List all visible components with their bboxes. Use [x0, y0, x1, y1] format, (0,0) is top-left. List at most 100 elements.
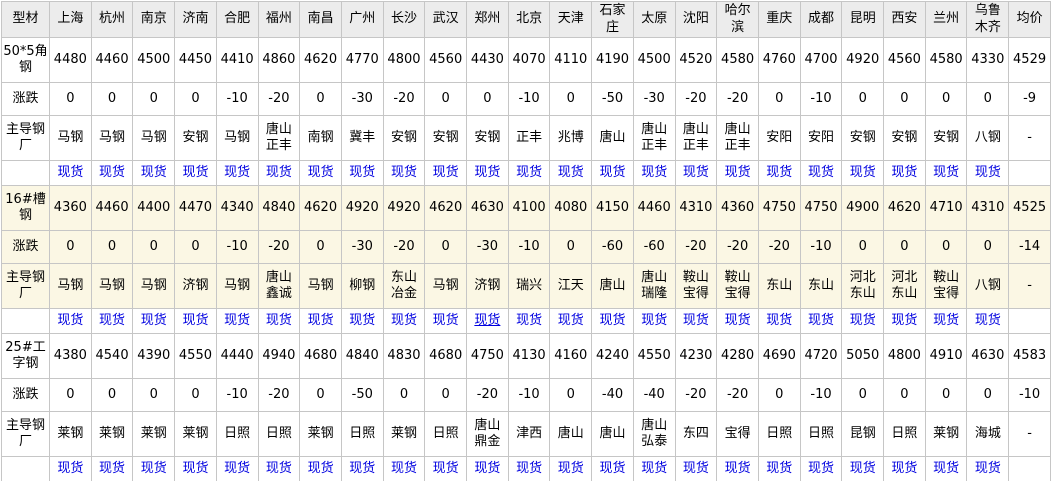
spot-link[interactable]: 现货	[974, 312, 1001, 328]
spot-link[interactable]: 现货	[140, 460, 167, 476]
change-cell: 0	[549, 378, 593, 412]
spot-link[interactable]: 现货	[265, 164, 292, 180]
spot-link[interactable]: 现货	[808, 164, 835, 180]
spot-cell: 现货	[49, 456, 92, 481]
spot-link[interactable]: 现货	[766, 460, 793, 476]
spot-cell: 现货	[841, 160, 885, 186]
price-cell: 4750	[466, 333, 509, 379]
mill-cell: 济钢	[174, 263, 217, 309]
spot-link[interactable]: 现货	[182, 164, 209, 180]
spot-link[interactable]: 现货	[516, 460, 543, 476]
spot-link[interactable]: 现货	[474, 312, 501, 328]
change-cell: -14	[1008, 230, 1051, 264]
spot-link[interactable]: 现货	[516, 312, 543, 328]
mill-cell: 江天	[549, 263, 593, 309]
spot-link[interactable]: 现货	[390, 164, 417, 180]
spot-link[interactable]: 现货	[474, 460, 501, 476]
column-header: 上海	[49, 1, 92, 38]
price-cell: 4230	[674, 333, 718, 379]
spot-link[interactable]: 现货	[57, 164, 84, 180]
change-cell: 0	[132, 230, 176, 264]
product-label: 50*5角钢	[1, 37, 50, 83]
change-row: 涨跌 0 0 0 0 -10 -20 0 -50 0 0 -20 -10 0 -40 -40 -20 -20 0 -1…	[1, 378, 1051, 412]
price-cell: 4440	[215, 333, 259, 379]
spot-link[interactable]: 现货	[432, 460, 459, 476]
spot-link[interactable]: 现货	[390, 460, 417, 476]
spot-link[interactable]: 现货	[974, 460, 1001, 476]
spot-link[interactable]: 现货	[933, 164, 960, 180]
spot-link[interactable]: 现货	[808, 460, 835, 476]
column-header: 成都	[799, 1, 843, 38]
spot-link[interactable]: 现货	[974, 164, 1001, 180]
row-label-change: 涨跌	[1, 378, 50, 412]
spot-link[interactable]: 现货	[390, 312, 417, 328]
spot-link[interactable]: 现货	[516, 164, 543, 180]
change-cell: 0	[966, 230, 1010, 264]
spot-link[interactable]: 现货	[557, 460, 584, 476]
spot-link[interactable]: 现货	[641, 312, 668, 328]
spot-link[interactable]: 现货	[766, 312, 793, 328]
spot-link[interactable]: 现货	[724, 164, 751, 180]
change-cell: -20	[674, 82, 718, 116]
spot-link[interactable]: 现货	[599, 164, 626, 180]
spot-link[interactable]: 现货	[599, 460, 626, 476]
spot-link[interactable]: 现货	[766, 164, 793, 180]
table-header: 型材 上海 杭州 南京 济南 合肥 福州 南昌 广州 长沙 武汉 郑州 北京 天津 石家庄 太原 沈阳 哈尔滨 重庆…	[1, 1, 1051, 38]
spot-link[interactable]: 现货	[933, 312, 960, 328]
spot-link[interactable]: 现货	[307, 460, 334, 476]
spot-link[interactable]: 现货	[182, 312, 209, 328]
spot-link[interactable]: 现货	[224, 460, 251, 476]
spot-link[interactable]: 现货	[849, 312, 876, 328]
price-cell: 4770	[340, 37, 384, 83]
spot-link[interactable]: 现货	[99, 312, 126, 328]
spot-link[interactable]: 现货	[891, 164, 918, 180]
spot-link[interactable]: 现货	[224, 312, 251, 328]
price-cell: 4700	[799, 37, 843, 83]
mill-cell: 莱钢	[924, 411, 968, 457]
change-cell: 0	[90, 82, 134, 116]
spot-link[interactable]: 现货	[349, 164, 376, 180]
spot-link[interactable]: 现货	[891, 312, 918, 328]
spot-link[interactable]: 现货	[265, 460, 292, 476]
change-cell: 0	[424, 82, 468, 116]
spot-link[interactable]: 现货	[933, 460, 960, 476]
mill-cell: 宝得	[716, 411, 759, 457]
spot-link[interactable]: 现货	[265, 312, 292, 328]
spot-link[interactable]: 现货	[724, 460, 751, 476]
change-cell: -10	[799, 230, 843, 264]
spot-link[interactable]: 现货	[57, 460, 84, 476]
spot-link[interactable]: 现货	[808, 312, 835, 328]
mill-cell: 鞍山宝得	[924, 263, 968, 309]
spot-link[interactable]: 现货	[224, 164, 251, 180]
spot-link[interactable]: 现货	[140, 164, 167, 180]
spot-link[interactable]: 现货	[432, 164, 459, 180]
spot-link[interactable]: 现货	[57, 312, 84, 328]
spot-link[interactable]: 现货	[891, 460, 918, 476]
spot-link[interactable]: 现货	[682, 312, 709, 328]
spot-link[interactable]: 现货	[307, 164, 334, 180]
spot-link[interactable]: 现货	[682, 460, 709, 476]
spot-link[interactable]: 现货	[557, 312, 584, 328]
spot-link[interactable]: 现货	[307, 312, 334, 328]
spot-link[interactable]: 现货	[849, 164, 876, 180]
mill-cell: 马钢	[90, 115, 134, 161]
spot-link[interactable]: 现货	[349, 312, 376, 328]
price-cell: 4560	[424, 37, 468, 83]
spot-link[interactable]: 现货	[432, 312, 459, 328]
spot-link[interactable]: 现货	[140, 312, 167, 328]
spot-link[interactable]: 现货	[682, 164, 709, 180]
spot-link[interactable]: 现货	[349, 460, 376, 476]
spot-link[interactable]: 现货	[182, 460, 209, 476]
spot-link[interactable]: 现货	[849, 460, 876, 476]
spot-link[interactable]: 现货	[641, 460, 668, 476]
spot-link[interactable]: 现货	[557, 164, 584, 180]
spot-link[interactable]: 现货	[641, 164, 668, 180]
spot-link[interactable]: 现货	[474, 164, 501, 180]
price-cell: 4340	[215, 185, 259, 231]
spot-cell: 现货	[382, 308, 426, 334]
spot-link[interactable]: 现货	[99, 460, 126, 476]
spot-link[interactable]: 现货	[99, 164, 126, 180]
spot-cell: 现货	[757, 456, 801, 481]
spot-link[interactable]: 现货	[599, 312, 626, 328]
spot-link[interactable]: 现货	[724, 312, 751, 328]
